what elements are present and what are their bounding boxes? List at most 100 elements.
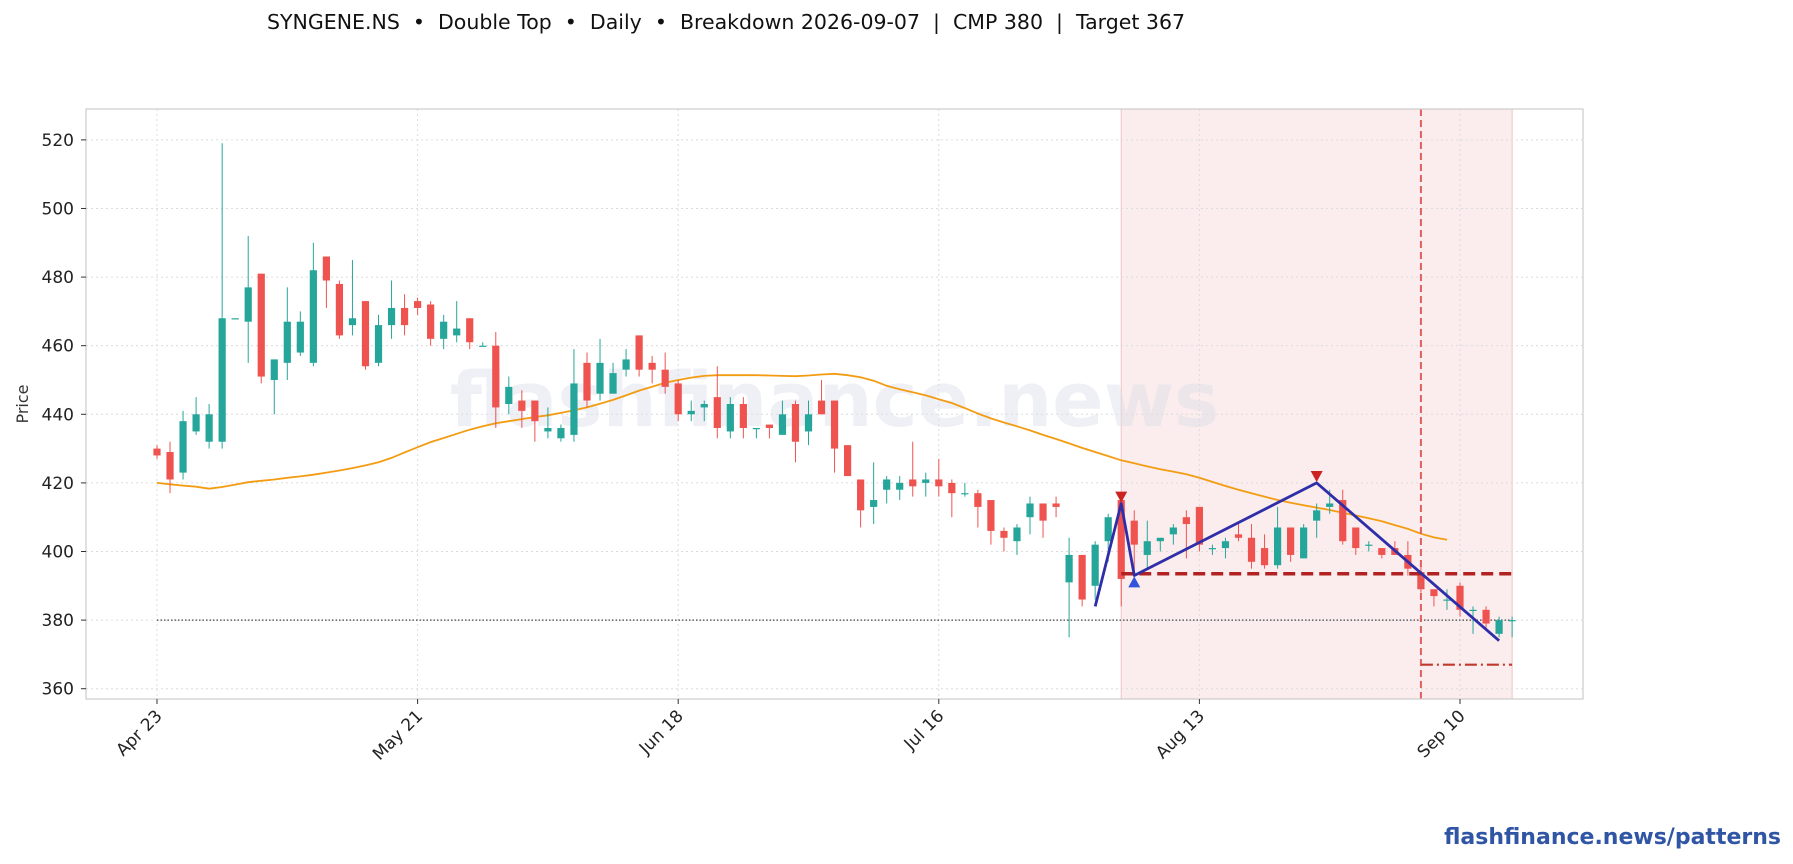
- candle-body: [974, 493, 982, 507]
- candle-body: [1182, 517, 1190, 525]
- candle-body: [244, 287, 252, 322]
- candle-body: [765, 424, 774, 429]
- candle-body: [1091, 544, 1099, 586]
- candle: [479, 342, 487, 347]
- x-tick-label: Jun 18: [635, 706, 688, 759]
- candle: [804, 400, 813, 446]
- candle: [322, 256, 330, 308]
- candle-body: [400, 307, 409, 326]
- candle-body: [427, 304, 435, 339]
- candle: [1273, 506, 1282, 569]
- candle: [726, 397, 734, 439]
- candle-body: [857, 479, 865, 511]
- candle-body: [804, 414, 813, 432]
- candle-body: [153, 448, 161, 456]
- candle-body: [1039, 503, 1047, 521]
- candle-body: [609, 373, 617, 394]
- candle: [1443, 589, 1451, 610]
- candle: [218, 143, 226, 449]
- y-tick-label: 380: [42, 611, 74, 631]
- candle: [244, 235, 252, 363]
- candle-body: [883, 479, 891, 490]
- candle-body: [635, 335, 643, 370]
- candle-body: [922, 479, 930, 483]
- candle: [1378, 548, 1386, 559]
- candle-body: [1065, 554, 1073, 583]
- candle-body: [166, 452, 174, 480]
- candle: [1143, 520, 1151, 569]
- candle: [1052, 496, 1060, 518]
- candle-body: [296, 321, 304, 353]
- candle: [596, 338, 604, 401]
- candle-body: [387, 307, 396, 326]
- candle-body: [531, 400, 539, 422]
- candle: [492, 331, 500, 429]
- candle: [1365, 541, 1373, 552]
- candle-body: [700, 404, 708, 408]
- candle: [1039, 503, 1047, 538]
- candle-body: [817, 400, 826, 415]
- candle: [387, 280, 396, 339]
- candle: [791, 400, 800, 463]
- candle: [531, 400, 539, 442]
- candle-body: [1430, 589, 1438, 597]
- y-tick-label: 480: [42, 268, 74, 288]
- candle-body: [361, 301, 370, 367]
- footer-link[interactable]: flashfinance.news/patterns: [1444, 825, 1781, 850]
- candle-body: [1273, 527, 1282, 566]
- candle-body: [1052, 503, 1060, 507]
- candle-body: [961, 493, 969, 495]
- candle-body: [1300, 527, 1308, 559]
- candle: [765, 424, 774, 439]
- candle: [1260, 534, 1269, 569]
- candle: [1091, 541, 1099, 600]
- candle-body: [948, 482, 956, 494]
- candle: [257, 273, 265, 384]
- candle: [1234, 524, 1243, 542]
- candle-body: [1169, 527, 1177, 535]
- candle-body: [440, 321, 448, 339]
- candle: [374, 314, 383, 367]
- candle: [622, 349, 630, 377]
- candle-body: [896, 482, 904, 490]
- candle-body: [466, 318, 474, 343]
- candle-body: [1026, 503, 1034, 518]
- candle-body: [505, 386, 513, 404]
- candle-body: [192, 414, 200, 432]
- candle-body: [1156, 537, 1164, 542]
- candle: [817, 379, 826, 415]
- candle: [635, 335, 643, 377]
- candle-body: [492, 345, 500, 408]
- candle-body: [1339, 500, 1347, 542]
- candle: [1026, 496, 1034, 535]
- y-tick-label: 400: [42, 543, 74, 563]
- candle: [870, 462, 878, 525]
- candle-body: [1195, 506, 1203, 545]
- x-tick-label: Jul 16: [900, 706, 948, 754]
- candle: [700, 400, 708, 422]
- candle: [1117, 500, 1125, 607]
- candle: [948, 479, 956, 518]
- candle-body: [1469, 609, 1477, 612]
- candle-body: [596, 362, 604, 394]
- candle-body: [374, 325, 383, 363]
- candle-body: [1417, 572, 1425, 590]
- candle: [583, 352, 591, 408]
- candle-body: [1013, 527, 1021, 542]
- candle: [1352, 527, 1360, 555]
- candle: [1430, 589, 1438, 607]
- candle: [1195, 506, 1203, 552]
- trough-marker: [1128, 576, 1141, 588]
- candle: [544, 407, 552, 439]
- candle-body: [726, 404, 734, 432]
- candle: [309, 242, 317, 367]
- candle: [674, 379, 682, 422]
- candle-body: [1508, 620, 1516, 622]
- candle-body: [661, 369, 669, 387]
- candle-body: [1326, 503, 1334, 507]
- candle: [1300, 524, 1308, 559]
- candle: [1339, 489, 1347, 545]
- chart-title: SYNGENE.NS • Double Top • Daily • Breakd…: [267, 10, 1185, 35]
- candle: [661, 352, 669, 394]
